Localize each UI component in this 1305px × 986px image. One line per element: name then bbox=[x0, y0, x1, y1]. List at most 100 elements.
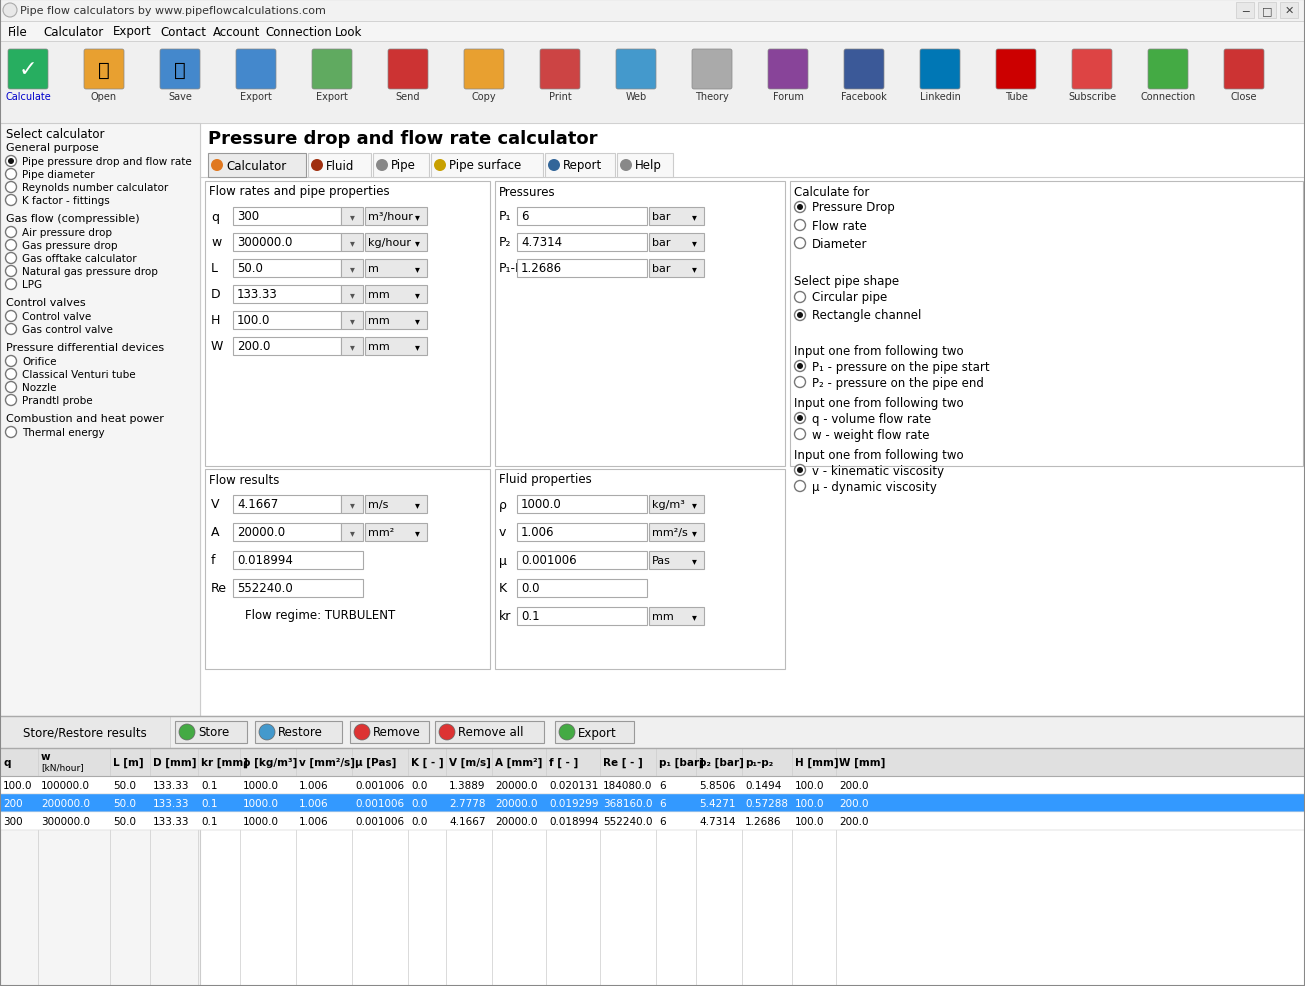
Text: ▾: ▾ bbox=[350, 212, 355, 222]
Text: Calculate: Calculate bbox=[5, 92, 51, 102]
Text: 100.0: 100.0 bbox=[795, 780, 825, 790]
Text: 100.0: 100.0 bbox=[238, 315, 270, 327]
Text: Select pipe shape: Select pipe shape bbox=[793, 275, 899, 288]
Text: Export: Export bbox=[316, 92, 348, 102]
Text: Contact: Contact bbox=[161, 26, 206, 38]
Text: 133.33: 133.33 bbox=[153, 799, 189, 809]
FancyBboxPatch shape bbox=[920, 50, 960, 90]
Circle shape bbox=[797, 205, 803, 211]
Circle shape bbox=[211, 160, 223, 172]
Circle shape bbox=[795, 220, 805, 232]
Text: f: f bbox=[211, 554, 215, 567]
Bar bbox=[341, 286, 363, 304]
Bar bbox=[234, 312, 341, 329]
Text: Forum: Forum bbox=[773, 92, 804, 102]
Text: 184080.0: 184080.0 bbox=[603, 780, 652, 790]
Text: w: w bbox=[211, 237, 222, 249]
Circle shape bbox=[5, 157, 17, 168]
Text: Reynolds number calculator: Reynolds number calculator bbox=[22, 182, 168, 193]
Text: Account: Account bbox=[213, 26, 260, 38]
Text: Pipe flow calculators by www.pipeflowcalculations.com: Pipe flow calculators by www.pipeflowcal… bbox=[20, 6, 326, 16]
Text: Gas pressure drop: Gas pressure drop bbox=[22, 241, 117, 250]
Text: ρ [kg/m³]: ρ [kg/m³] bbox=[243, 757, 298, 767]
Text: 2.7778: 2.7778 bbox=[449, 799, 485, 809]
Text: q: q bbox=[211, 210, 219, 223]
Bar bbox=[0, 22, 1305, 42]
Text: Close: Close bbox=[1231, 92, 1257, 102]
Circle shape bbox=[5, 227, 17, 239]
Text: V [m/s]: V [m/s] bbox=[449, 757, 491, 767]
Text: 6: 6 bbox=[659, 816, 666, 826]
Text: Input one from following two: Input one from following two bbox=[793, 449, 963, 462]
Text: ✕: ✕ bbox=[1284, 6, 1293, 16]
Circle shape bbox=[620, 160, 632, 172]
Bar bbox=[1280, 3, 1298, 19]
FancyBboxPatch shape bbox=[388, 50, 428, 90]
Text: 100.0: 100.0 bbox=[795, 816, 825, 826]
Text: 1.2686: 1.2686 bbox=[521, 262, 562, 275]
Text: 0.001006: 0.001006 bbox=[355, 780, 405, 790]
Circle shape bbox=[5, 241, 17, 251]
Circle shape bbox=[438, 725, 455, 740]
Bar bbox=[649, 607, 703, 625]
Text: L [m]: L [m] bbox=[114, 757, 144, 767]
Text: f [ - ]: f [ - ] bbox=[549, 757, 578, 767]
Text: K: K bbox=[499, 582, 508, 595]
Circle shape bbox=[311, 160, 324, 172]
Circle shape bbox=[435, 160, 446, 172]
Text: 133.33: 133.33 bbox=[153, 816, 189, 826]
Bar bbox=[341, 524, 363, 541]
Text: A: A bbox=[211, 526, 219, 539]
Text: V: V bbox=[211, 498, 219, 511]
Text: Calculator: Calculator bbox=[226, 160, 286, 173]
Text: Nozzle: Nozzle bbox=[22, 383, 56, 392]
Bar bbox=[649, 496, 703, 514]
Text: 1.3889: 1.3889 bbox=[449, 780, 485, 790]
FancyBboxPatch shape bbox=[1071, 50, 1112, 90]
Circle shape bbox=[5, 195, 17, 206]
Text: P₁-P₂: P₁-P₂ bbox=[499, 262, 529, 275]
Text: 6: 6 bbox=[659, 799, 666, 809]
Text: Connection: Connection bbox=[1141, 92, 1195, 102]
Text: Flow results: Flow results bbox=[209, 473, 279, 486]
Text: mm²: mm² bbox=[368, 528, 394, 537]
Text: Control valves: Control valves bbox=[7, 298, 86, 308]
Text: 20000.0: 20000.0 bbox=[495, 799, 538, 809]
Text: ▾: ▾ bbox=[692, 611, 697, 621]
Text: 0.1: 0.1 bbox=[201, 816, 218, 826]
Text: Send: Send bbox=[395, 92, 420, 102]
Bar bbox=[649, 234, 703, 251]
Circle shape bbox=[548, 160, 560, 172]
Bar bbox=[1236, 3, 1254, 19]
Text: ─: ─ bbox=[1241, 6, 1249, 16]
Text: 0.019299: 0.019299 bbox=[549, 799, 599, 809]
Text: 20000.0: 20000.0 bbox=[495, 816, 538, 826]
Bar bbox=[365, 234, 427, 251]
Circle shape bbox=[5, 369, 17, 381]
Text: 0.57288: 0.57288 bbox=[745, 799, 788, 809]
Circle shape bbox=[8, 159, 14, 165]
Text: 0.018994: 0.018994 bbox=[549, 816, 599, 826]
Text: Control valve: Control valve bbox=[22, 312, 91, 321]
Text: 1.006: 1.006 bbox=[299, 780, 329, 790]
Text: 50.0: 50.0 bbox=[114, 816, 136, 826]
Text: ▾: ▾ bbox=[415, 290, 419, 300]
Text: μ - dynamic viscosity: μ - dynamic viscosity bbox=[812, 480, 937, 493]
Text: 300: 300 bbox=[3, 816, 22, 826]
Text: 20000.0: 20000.0 bbox=[238, 526, 284, 539]
Circle shape bbox=[5, 253, 17, 264]
Text: 0.001006: 0.001006 bbox=[355, 799, 405, 809]
Text: p₁-p₂: p₁-p₂ bbox=[745, 757, 774, 767]
Bar bbox=[1258, 3, 1276, 19]
Text: 0.0: 0.0 bbox=[411, 780, 427, 790]
Bar bbox=[175, 722, 247, 743]
Text: Subscribe: Subscribe bbox=[1067, 92, 1116, 102]
Text: 4.7314: 4.7314 bbox=[521, 237, 562, 249]
Text: General purpose: General purpose bbox=[7, 143, 99, 153]
Text: 200.0: 200.0 bbox=[839, 816, 869, 826]
Bar bbox=[234, 234, 341, 251]
Text: ▾: ▾ bbox=[415, 528, 419, 537]
Text: m/s: m/s bbox=[368, 500, 389, 510]
Circle shape bbox=[5, 170, 17, 180]
Circle shape bbox=[795, 361, 805, 372]
